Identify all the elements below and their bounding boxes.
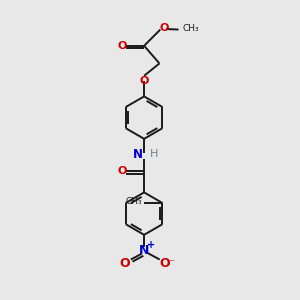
Text: O: O — [159, 23, 169, 33]
Text: H: H — [149, 149, 158, 159]
Text: N: N — [133, 148, 142, 160]
Text: O: O — [117, 166, 126, 176]
Text: N: N — [139, 244, 149, 256]
Text: CH₃: CH₃ — [125, 197, 142, 206]
Text: O: O — [160, 256, 170, 270]
Text: +: + — [146, 240, 155, 250]
Text: O: O — [140, 76, 149, 86]
Text: O: O — [120, 257, 130, 271]
Text: CH₃: CH₃ — [182, 24, 199, 33]
Text: ⁻: ⁻ — [169, 258, 174, 268]
Text: O: O — [118, 41, 127, 51]
